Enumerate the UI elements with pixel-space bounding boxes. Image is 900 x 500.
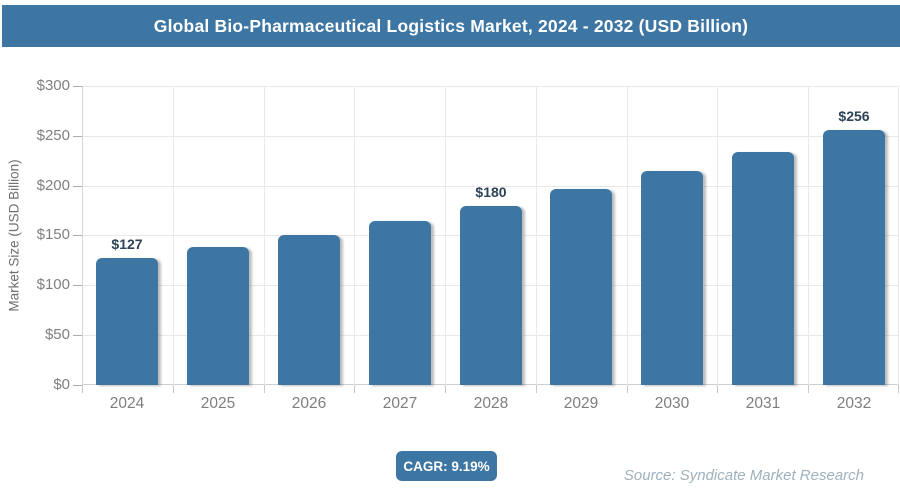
x-tick-label-2027: 2027 bbox=[382, 395, 418, 412]
gridline-v-4 bbox=[445, 86, 446, 385]
bar-2032 bbox=[823, 130, 885, 385]
x-tick-label-2025: 2025 bbox=[200, 395, 236, 412]
gridline-v-0 bbox=[82, 86, 83, 385]
x-tick-label-2029: 2029 bbox=[563, 395, 599, 412]
cagr-label: CAGR: 9.19% bbox=[403, 458, 490, 474]
y-tick-label: $300 bbox=[36, 77, 70, 94]
gridline-v-3 bbox=[354, 86, 355, 385]
x-tick-mark bbox=[173, 385, 174, 393]
source-note: Source: Syndicate Market Research bbox=[623, 467, 864, 484]
x-tick-mark bbox=[536, 385, 537, 393]
plot-area bbox=[82, 86, 899, 385]
x-tick-mark bbox=[808, 385, 809, 393]
bar-value-label-2028: $180 bbox=[475, 184, 507, 200]
y-tick-mark bbox=[73, 335, 82, 336]
y-tick-mark bbox=[73, 136, 82, 137]
x-tick-mark bbox=[354, 385, 355, 393]
y-tick-mark bbox=[73, 86, 82, 87]
gridline-h-200 bbox=[82, 186, 899, 187]
x-tick-mark bbox=[898, 385, 899, 393]
x-tick-mark bbox=[445, 385, 446, 393]
cagr-badge: CAGR: 9.19% bbox=[396, 451, 497, 481]
y-tick-label: $100 bbox=[36, 276, 70, 293]
bar-2030 bbox=[641, 171, 703, 385]
bar-value-label-2024: $127 bbox=[111, 236, 143, 252]
x-tick-mark bbox=[82, 385, 83, 393]
y-tick-label: $250 bbox=[36, 127, 70, 144]
bar-2027 bbox=[369, 221, 431, 385]
x-tick-label-2024: 2024 bbox=[109, 395, 145, 412]
chart-title: Global Bio-Pharmaceutical Logistics Mark… bbox=[153, 15, 749, 36]
gridline-v-9 bbox=[898, 86, 899, 385]
bar-2029 bbox=[550, 189, 612, 385]
x-tick-mark bbox=[264, 385, 265, 393]
bar-2025 bbox=[187, 247, 249, 385]
bar-2024 bbox=[96, 258, 158, 385]
y-tick-mark bbox=[73, 385, 82, 386]
y-tick-label: $50 bbox=[44, 326, 70, 343]
y-tick-mark bbox=[73, 186, 82, 187]
bar-value-label-2032: $256 bbox=[838, 108, 870, 124]
bar-2031 bbox=[732, 152, 794, 385]
gridline-v-2 bbox=[264, 86, 265, 385]
gridline-v-6 bbox=[627, 86, 628, 385]
x-tick-label-2030: 2030 bbox=[654, 395, 690, 412]
gridline-v-5 bbox=[536, 86, 537, 385]
gridline-h-250 bbox=[82, 136, 899, 137]
gridline-v-8 bbox=[808, 86, 809, 385]
x-tick-label-2026: 2026 bbox=[291, 395, 327, 412]
y-tick-mark bbox=[73, 285, 82, 286]
gridline-h-300 bbox=[82, 86, 899, 87]
chart-title-bar: Global Bio-Pharmaceutical Logistics Mark… bbox=[2, 5, 900, 47]
x-tick-label-2032: 2032 bbox=[836, 395, 872, 412]
x-tick-label-2028: 2028 bbox=[473, 395, 509, 412]
y-tick-label: $0 bbox=[53, 376, 70, 393]
gridline-v-7 bbox=[717, 86, 718, 385]
bar-2026 bbox=[278, 235, 340, 385]
y-tick-mark bbox=[73, 235, 82, 236]
bar-2028 bbox=[460, 206, 522, 385]
x-tick-mark bbox=[627, 385, 628, 393]
x-tick-mark bbox=[717, 385, 718, 393]
y-tick-label: $200 bbox=[36, 177, 70, 194]
x-tick-label-2031: 2031 bbox=[745, 395, 781, 412]
y-tick-label: $150 bbox=[36, 226, 70, 243]
gridline-v-1 bbox=[173, 86, 174, 385]
